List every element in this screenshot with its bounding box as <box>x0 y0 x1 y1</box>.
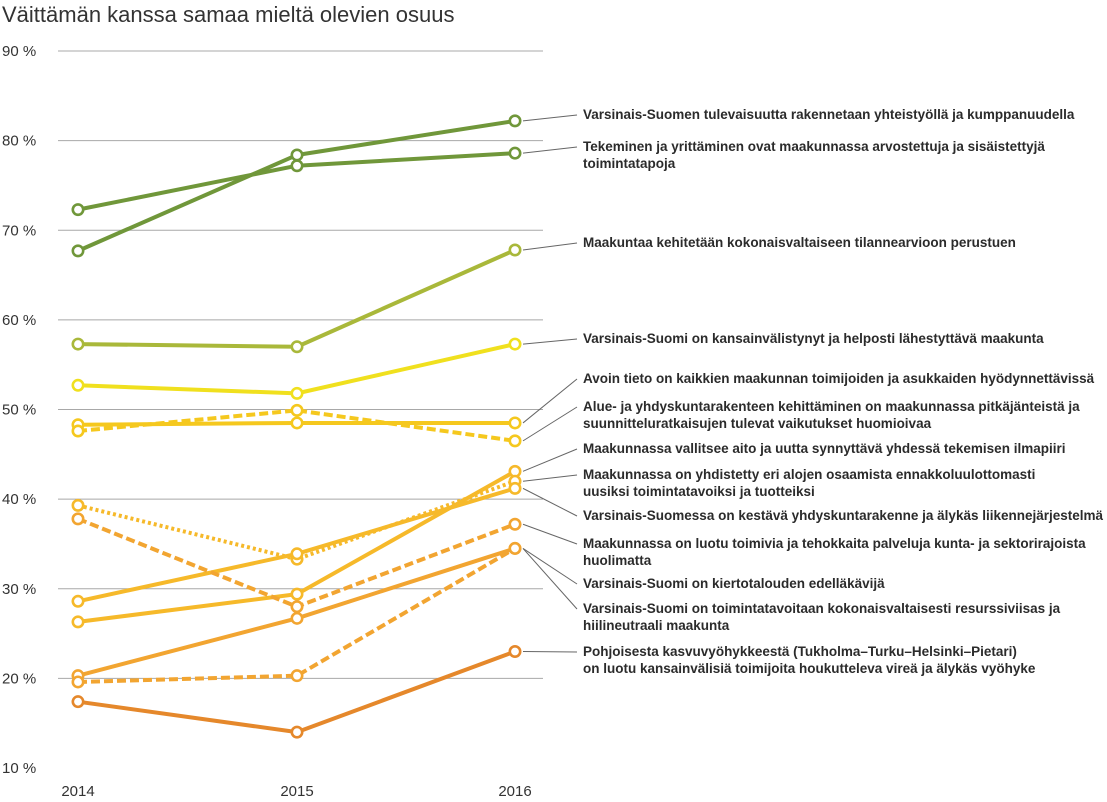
data-point <box>71 378 85 392</box>
series-label: Varsinais-Suomessa on kestävä yhdyskunta… <box>583 508 1104 523</box>
data-point <box>71 498 85 512</box>
leader-line <box>522 406 578 442</box>
data-point <box>71 203 85 217</box>
data-point <box>290 403 304 417</box>
series-line <box>77 479 516 562</box>
series-line <box>77 546 517 684</box>
series-label: Tekeminen ja yrittäminen ovat maakunnass… <box>583 139 1045 154</box>
data-point <box>290 611 304 625</box>
leader-line <box>522 378 578 424</box>
series-label: Varsinais-Suomi on toimintatavoitaan kok… <box>583 601 1061 616</box>
series-label: Avoin tieto on kaikkien maakunnan toimij… <box>583 371 1095 386</box>
data-point <box>71 594 85 608</box>
data-point <box>290 148 304 162</box>
gridlines <box>58 50 543 679</box>
series-label: Varsinais-Suomen tulevaisuutta rakenneta… <box>583 107 1075 122</box>
x-tick-label: 2016 <box>498 783 531 800</box>
series-label: Varsinais-Suomi on kansainvälistynyt ja … <box>583 331 1044 346</box>
y-tick-label: 90 % <box>2 43 36 60</box>
data-point <box>290 386 304 400</box>
leader-line <box>522 548 578 585</box>
x-tick-label: 2014 <box>61 783 94 800</box>
y-tick-label: 80 % <box>2 133 36 150</box>
data-point <box>508 416 522 430</box>
y-tick-label: 10 % <box>2 760 36 777</box>
data-point <box>290 159 304 173</box>
y-tick-label: 70 % <box>2 222 36 239</box>
data-point <box>508 337 522 351</box>
data-point <box>508 243 522 257</box>
series-label: Maakunnassa on luotu toimivia ja tehokka… <box>583 536 1086 551</box>
series-label: Maakunnassa on yhdistetty eri alojen osa… <box>583 467 1035 482</box>
leader-line <box>522 523 578 545</box>
series-label: Alue- ja yhdyskuntarakenteen kehittämine… <box>583 399 1080 414</box>
series-line <box>77 408 516 443</box>
leader-line <box>522 338 578 345</box>
x-axis-ticks: 2014 2015 2016 <box>61 783 531 800</box>
label-leader-lines <box>522 114 578 653</box>
series-label: on luotu kansainvälisiä toimijoita houku… <box>583 661 1036 676</box>
series-label: huolimatta <box>583 553 652 568</box>
data-point <box>290 669 304 683</box>
y-tick-label: 40 % <box>2 491 36 508</box>
data-point <box>71 675 85 689</box>
data-point <box>290 340 304 354</box>
leader-line <box>522 242 578 251</box>
series-label: uusiksi toimintatavoiksi ja tuotteiksi <box>583 484 815 499</box>
y-axis-ticks: 10 % 20 % 30 % 40 % 50 % 60 % 70 % 80 % 90 % <box>2 43 36 777</box>
data-point <box>71 337 85 351</box>
data-point <box>508 541 522 555</box>
data-point <box>290 587 304 601</box>
data-point <box>71 424 85 438</box>
data-point <box>508 146 522 160</box>
y-tick-label: 30 % <box>2 581 36 598</box>
series-line <box>77 248 516 349</box>
leader-line <box>522 474 578 482</box>
series-label: Varsinais-Suomi on kiertotalouden edellä… <box>583 576 885 591</box>
data-point <box>71 615 85 629</box>
leader-line <box>522 650 578 653</box>
series-line <box>77 649 516 735</box>
data-point <box>290 547 304 561</box>
data-point <box>508 644 522 658</box>
y-tick-label: 60 % <box>2 312 36 329</box>
data-point <box>290 725 304 739</box>
series-label: hiilineutraali maakunta <box>583 618 730 633</box>
data-point <box>508 114 522 128</box>
data-point <box>290 600 304 614</box>
series-label: toimintatapoja <box>583 156 676 171</box>
y-tick-label: 50 % <box>2 402 36 419</box>
data-point <box>508 481 522 495</box>
y-tick-label: 20 % <box>2 670 36 687</box>
series-label: Maakuntaa kehitetään kokonaisvaltaiseen … <box>583 235 1016 250</box>
leader-line <box>522 548 578 610</box>
series-label: Maakunnassa vallitsee aito ja uutta synn… <box>583 441 1065 456</box>
series-labels: Varsinais-Suomen tulevaisuutta rakenneta… <box>583 107 1104 676</box>
x-tick-label: 2015 <box>280 783 313 800</box>
data-point <box>71 695 85 709</box>
data-point <box>71 244 85 258</box>
data-point <box>508 434 522 448</box>
leader-line <box>522 146 578 154</box>
leader-line <box>522 114 578 122</box>
leader-line <box>522 448 578 472</box>
data-point <box>508 517 522 531</box>
data-point <box>71 512 85 526</box>
series-label: suunnitteluratkaisujen tulevat vaikutuks… <box>583 416 932 431</box>
chart-title: Väittämän kanssa samaa mieltä olevien os… <box>2 2 455 27</box>
series-label: Pohjoisesta kasvuvyöhykkeestä (Tukholma–… <box>583 644 1017 659</box>
series-markers <box>71 114 522 739</box>
data-point <box>290 416 304 430</box>
leader-line <box>522 487 578 517</box>
